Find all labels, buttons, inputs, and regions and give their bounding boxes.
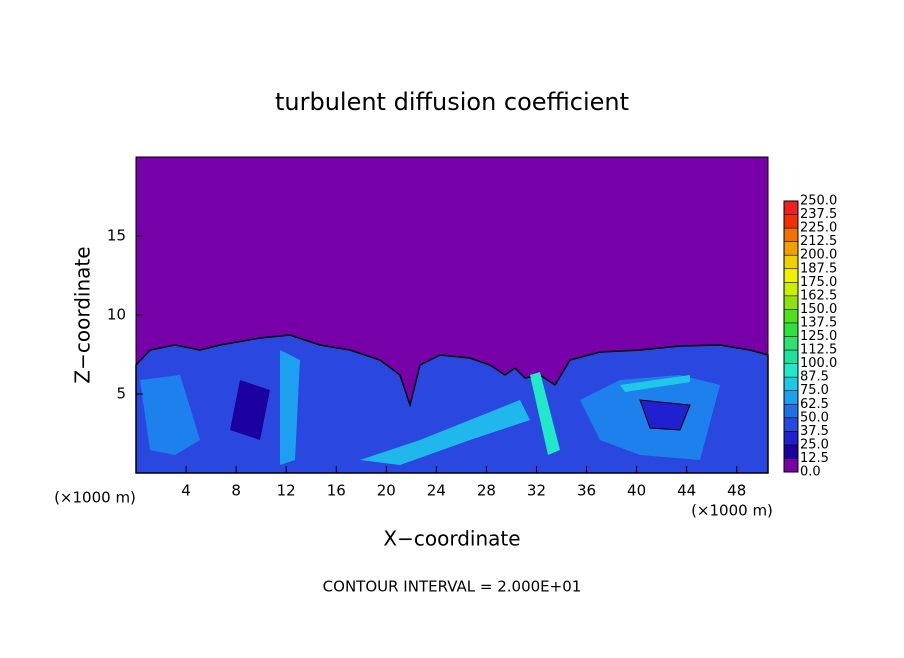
field-region (230, 380, 270, 440)
colorbar-label: 112.5 (800, 343, 837, 358)
colorbar-label: 0.0 (800, 465, 821, 480)
colorbar-cell (784, 404, 798, 418)
x-tick-label: 40 (627, 482, 646, 500)
x-tick-label: 24 (427, 482, 446, 500)
field-region (620, 375, 690, 392)
x-tick-label: 8 (231, 482, 241, 500)
colorbar-label: 125.0 (800, 329, 837, 344)
colorbar-label: 87.5 (800, 370, 829, 385)
x-tick-label: 36 (577, 482, 596, 500)
field-region (360, 400, 530, 465)
colorbar-cell (784, 363, 798, 378)
colorbar-cell (784, 336, 798, 351)
y-tick-label: 10 (107, 306, 126, 324)
colorbar-label: 150.0 (800, 302, 837, 317)
colorbar-cell (784, 431, 798, 445)
colorbar-cell (784, 228, 798, 242)
x-tick-label: 48 (727, 482, 746, 500)
field-region (639, 399, 691, 431)
colorbar-label: 162.5 (800, 288, 837, 303)
field-region (280, 350, 300, 465)
colorbar-cell (784, 458, 798, 472)
x-tick-label: 4 (181, 482, 191, 500)
y-tick-label: 15 (107, 227, 126, 245)
colorbar-cell (784, 444, 798, 459)
field-region (140, 375, 200, 455)
colorbar-label: 187.5 (800, 261, 837, 276)
colorbar-label: 237.5 (800, 207, 837, 222)
colorbar-cell (784, 417, 798, 432)
x-tick-label: 20 (377, 482, 396, 500)
colorbar-cell (784, 322, 798, 337)
colorbar-label: 12.5 (800, 451, 829, 466)
colorbar-label: 137.5 (800, 315, 837, 330)
colorbar-cell (784, 241, 798, 256)
x-tick-label: 44 (677, 482, 696, 500)
colorbar-cell (784, 282, 798, 296)
colorbar-label: 100.0 (800, 356, 837, 371)
x-unit-label: (×1000 m) (54, 489, 136, 507)
y-axis-label: Z−coordinate (71, 246, 95, 383)
colorbar-cell (784, 214, 798, 229)
x-tick-label: 28 (477, 482, 496, 500)
x-tick-label: 16 (327, 482, 346, 500)
colorbar-cell (784, 201, 798, 215)
footnote: CONTOUR INTERVAL = 2.000E+01 (323, 578, 582, 596)
colorbar-label: 25.0 (800, 437, 829, 452)
field-region (530, 372, 560, 455)
colorbar-label: 75.0 (800, 383, 829, 398)
colorbar-label: 37.5 (800, 424, 829, 439)
colorbar-label: 250.0 (800, 194, 837, 209)
colorbar-label: 212.5 (800, 234, 837, 249)
x-axis-label: X−coordinate (383, 527, 520, 551)
y-tick-label: 5 (116, 385, 126, 403)
x-unit-label: (×1000 m) (691, 502, 773, 520)
colorbar-label: 175.0 (800, 275, 837, 290)
colorbar-label: 225.0 (800, 221, 837, 236)
x-tick-label: 32 (527, 482, 546, 500)
field (135, 157, 769, 474)
colorbar-cell (784, 255, 798, 269)
chart-title: turbulent diffusion coefficient (275, 88, 629, 116)
colorbar-label: 50.0 (800, 410, 829, 425)
x-tick-label: 12 (277, 482, 296, 500)
colorbar-cell (784, 295, 798, 310)
colorbar-label: 62.5 (800, 397, 829, 412)
colorbar-cell (784, 309, 798, 323)
colorbar-cell (784, 390, 798, 405)
colorbar-cell (784, 268, 798, 283)
colorbar-cell (784, 350, 798, 364)
colorbar-cell (784, 377, 798, 391)
colorbar-label: 200.0 (800, 248, 837, 263)
